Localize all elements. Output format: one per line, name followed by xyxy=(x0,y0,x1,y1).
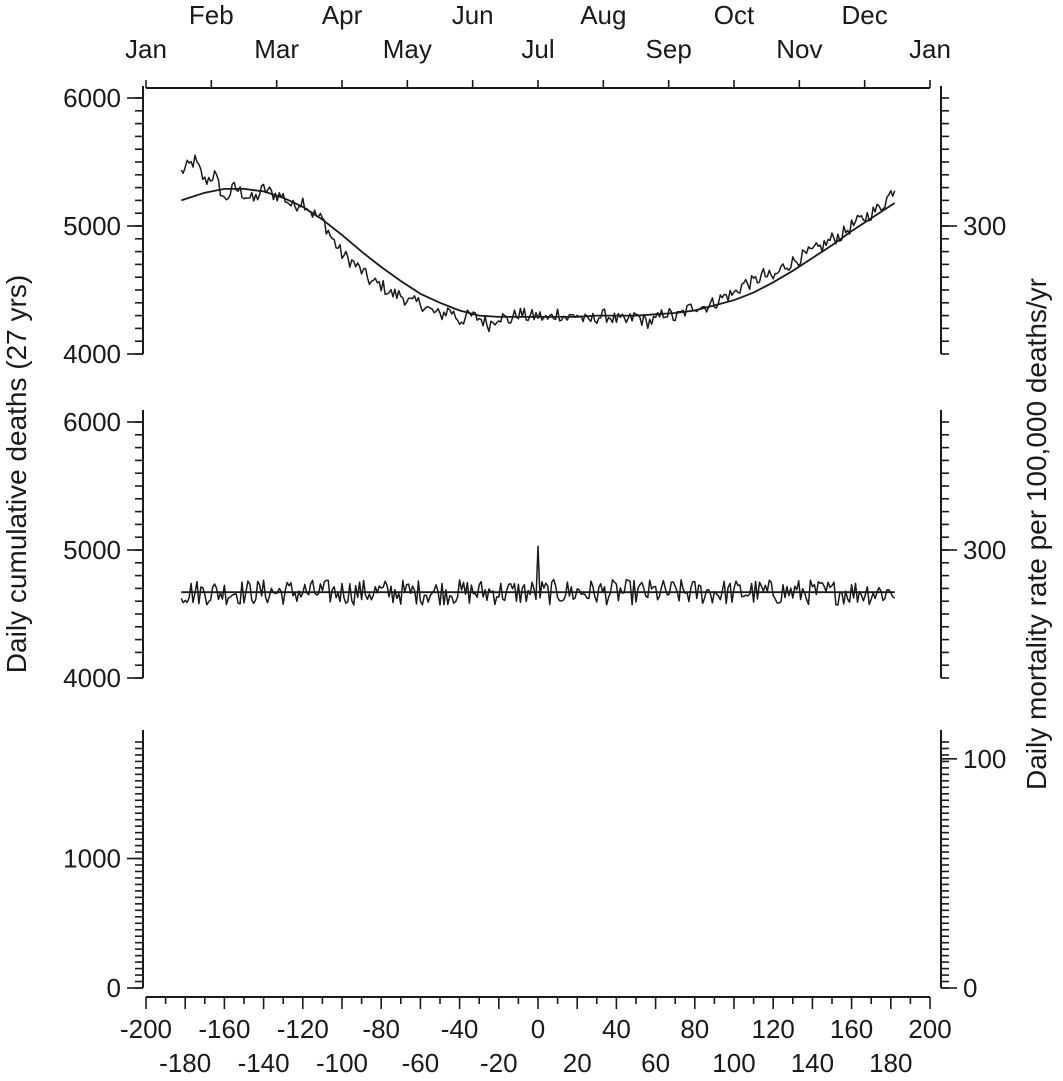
right-tick-label: 100 xyxy=(963,744,1006,774)
x-tick-label: 180 xyxy=(869,1048,912,1078)
x-tick-label: -160 xyxy=(198,1014,250,1044)
right-tick-label: 300 xyxy=(963,211,1006,241)
left-tick-label: 1000 xyxy=(63,844,121,874)
right-tick-label: 300 xyxy=(963,535,1006,565)
month-label: Apr xyxy=(322,0,363,30)
x-tick-label: -100 xyxy=(316,1048,368,1078)
x-tick-label: 200 xyxy=(908,1014,951,1044)
x-tick-label: -120 xyxy=(277,1014,329,1044)
month-label: Nov xyxy=(776,34,822,64)
panel-middle: 6000 5000 4000 300 xyxy=(63,407,1006,693)
month-label: Jan xyxy=(125,34,167,64)
smooth-fit-line xyxy=(181,188,896,318)
x-tick-label: 20 xyxy=(563,1048,592,1078)
month-label: Feb xyxy=(189,0,234,30)
right-tick-label: 0 xyxy=(963,973,977,1003)
month-label: Mar xyxy=(254,34,299,64)
x-tick-label: 160 xyxy=(830,1014,873,1044)
x-tick-label: 60 xyxy=(641,1048,670,1078)
x-tick-label: -60 xyxy=(402,1048,440,1078)
left-axis-title: Daily cumulative deaths (27 yrs) xyxy=(1,275,32,673)
x-axis: -200 -160 -120 -80 -40 0 40 80 120 160 200 -180 -140… xyxy=(120,996,952,1078)
left-tick-label: 5000 xyxy=(63,535,121,565)
x-tick-label: 140 xyxy=(791,1048,834,1078)
left-tick-label: 4000 xyxy=(63,339,121,369)
left-tick-label: 6000 xyxy=(63,407,121,437)
x-tick-label: 80 xyxy=(680,1014,709,1044)
left-tick-label: 4000 xyxy=(63,663,121,693)
left-tick-label: 6000 xyxy=(63,83,121,113)
right-axis-title: Daily mortality rate per 100,000 deaths/… xyxy=(1021,278,1052,790)
month-label: Sep xyxy=(646,34,692,64)
x-tick-label: -20 xyxy=(480,1048,518,1078)
x-tick-label: -140 xyxy=(238,1048,290,1078)
month-label: Oct xyxy=(714,0,755,30)
left-tick-label: 5000 xyxy=(63,211,121,241)
month-label: Jun xyxy=(452,0,494,30)
x-tick-label: -40 xyxy=(441,1014,479,1044)
x-tick-label: 0 xyxy=(531,1014,545,1044)
month-axis: Jan Mar May Jul Sep Nov Jan Feb Apr Jun Aug Oct Dec xyxy=(125,0,951,89)
month-label: Aug xyxy=(580,0,626,30)
x-tick-label: -80 xyxy=(362,1014,400,1044)
residual-deaths-line xyxy=(180,545,896,606)
month-label: Dec xyxy=(842,0,888,30)
observed-daily-deaths-line xyxy=(180,154,896,333)
x-tick-label: -200 xyxy=(120,1014,172,1044)
x-tick-label: 100 xyxy=(712,1048,755,1078)
month-label: Jan xyxy=(909,34,951,64)
month-label: Jul xyxy=(521,34,554,64)
x-tick-label: -180 xyxy=(159,1048,211,1078)
x-tick-label: 120 xyxy=(752,1014,795,1044)
x-tick-label: 40 xyxy=(602,1014,631,1044)
left-tick-label: 0 xyxy=(107,973,121,1003)
month-label: May xyxy=(383,34,432,64)
panel-top: 6000 5000 4000 300 xyxy=(63,83,1006,369)
